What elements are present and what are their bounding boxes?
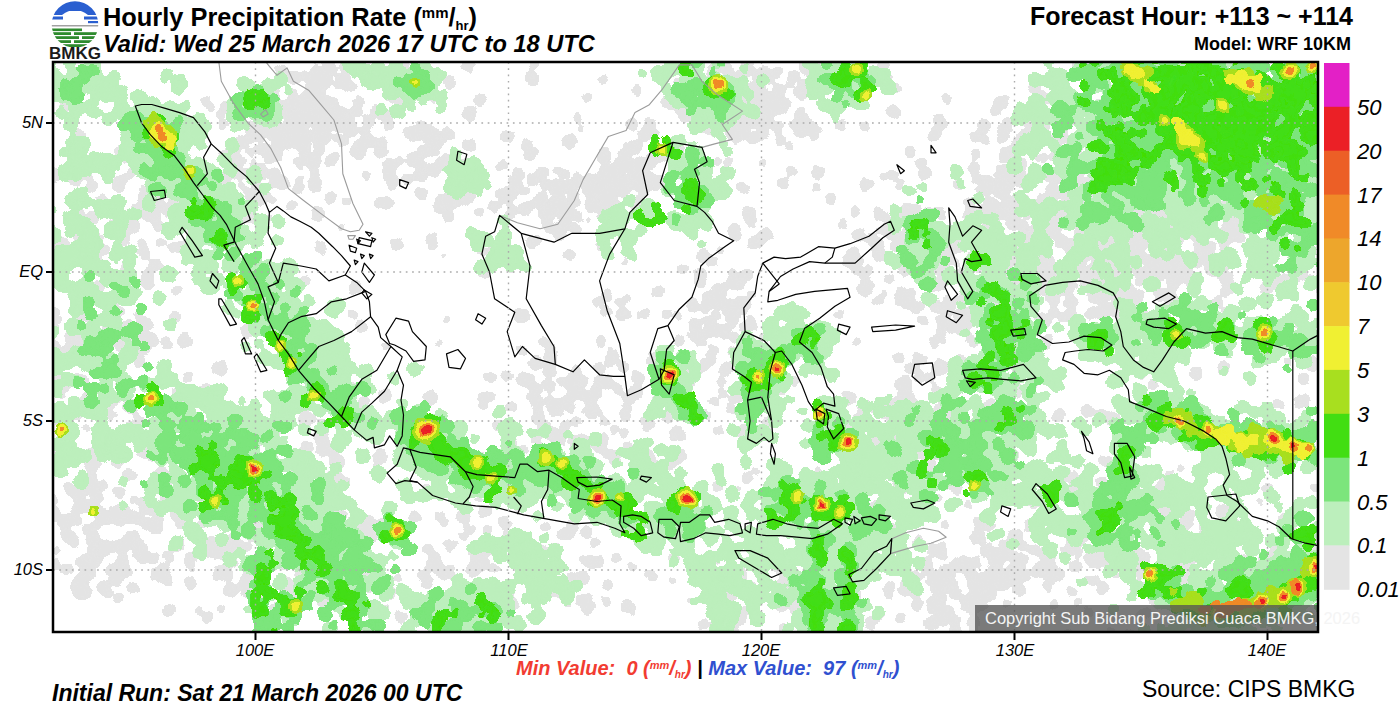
svg-text:Copyright Sub Bidang Prediksi: Copyright Sub Bidang Prediksi Cuaca BMKG…	[985, 609, 1360, 627]
